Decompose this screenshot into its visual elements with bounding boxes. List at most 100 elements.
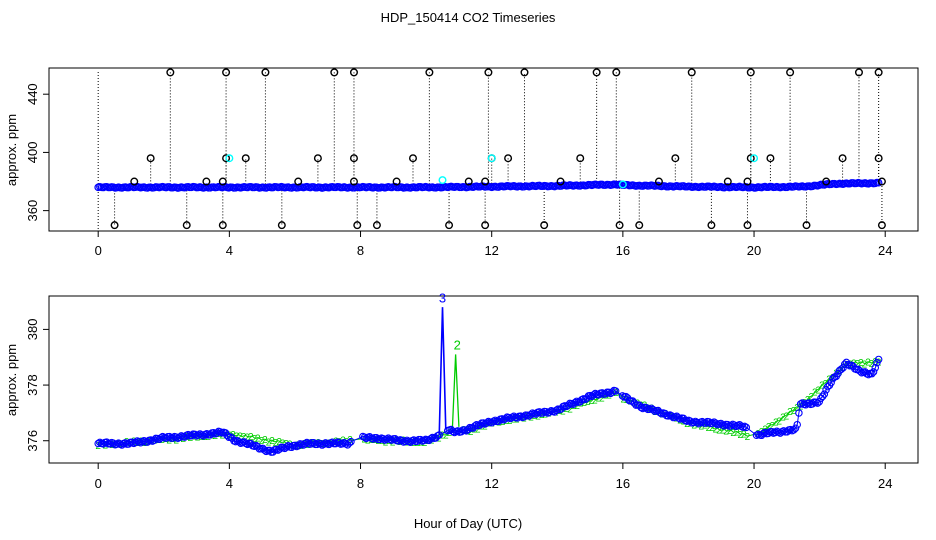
bottom-green-marker: 2: [244, 432, 250, 443]
bottom-green-marker: 2: [592, 396, 598, 407]
bottom-green-marker: 2: [780, 412, 786, 423]
bottom-green-marker: 2: [624, 395, 630, 406]
bottom-green-marker: 2: [808, 392, 814, 403]
top-mid-flag-point: [241, 154, 250, 163]
top-x-tick-label: 8: [357, 243, 364, 258]
top-mid-flag-point: [313, 154, 322, 163]
bottom-blue-marker: [705, 418, 713, 426]
top-high-flag-point: [349, 68, 358, 77]
bottom-green-marker: 2: [266, 437, 272, 448]
top-low-flag-point: [372, 221, 381, 230]
top-cyan-point: [618, 180, 627, 189]
bottom-blue-marker: [837, 365, 846, 373]
bottom-green-marker: 2: [858, 358, 864, 369]
bottom-green-marker: 2: [745, 432, 751, 443]
bottom-y-tick-label: 380: [25, 319, 40, 341]
top-mid-flag-point: [874, 154, 883, 163]
bottom-green-marker: 2: [738, 430, 744, 441]
top-y-axis-label: approx. ppm: [4, 114, 19, 186]
bottom-spike-label: 2: [454, 338, 461, 353]
bottom-green-marker: 2: [443, 431, 449, 442]
top-x-tick-label: 12: [484, 243, 498, 258]
bottom-green-marker: 2: [784, 411, 790, 422]
bottom-green-marker: 2: [812, 388, 818, 399]
bottom-green-marker: 2: [723, 427, 729, 438]
bottom-blue-spike: [438, 307, 447, 436]
bottom-x-tick-label: 24: [878, 476, 892, 491]
bottom-green-marker: 2: [276, 437, 282, 448]
bottom-blue-line: [97, 359, 880, 453]
top-mid-flag-point: [671, 154, 680, 163]
bottom-green-marker: 2: [628, 397, 634, 408]
bottom-green-marker: 2: [698, 421, 704, 432]
bottom-green-marker: 2: [769, 421, 775, 432]
top-x-tick-label: 20: [747, 243, 761, 258]
top-high-flag-point: [592, 68, 601, 77]
top-low-flag-point: [540, 221, 549, 230]
bottom-blue-marker: [601, 390, 610, 398]
bottom-blue-marker: [260, 446, 269, 454]
bottom-blue-marker: [791, 424, 800, 433]
bottom-blue-marker: [618, 392, 627, 400]
top-y-tick-label: 400: [25, 142, 40, 164]
bottom-blue-marker: [335, 438, 343, 447]
x-axis-label: Hour of Day (UTC): [414, 516, 522, 531]
top-mid-flag-point: [746, 154, 755, 163]
bottom-green-marker: 2: [855, 359, 861, 370]
top-high-flag-point: [166, 68, 175, 77]
top-low-flag-point: [445, 221, 454, 230]
top-low-flag-point: [635, 221, 644, 230]
bottom-green-marker: 2: [241, 432, 247, 443]
top-small-flag-point: [822, 177, 831, 186]
bottom-green-marker: 2: [869, 359, 875, 370]
top-high-flag-point: [874, 68, 883, 77]
bottom-blue-marker: [815, 398, 824, 406]
top-small-flag-point: [349, 177, 358, 186]
bottom-green-marker: 2: [766, 422, 772, 433]
bottom-green-marker: 2: [730, 428, 736, 439]
top-high-flag-point: [261, 68, 270, 77]
top-y-tick-label: 360: [25, 200, 40, 222]
top-mid-flag-point: [838, 154, 847, 163]
bottom-green-marker: 2: [259, 436, 265, 447]
bottom-green-marker: 2: [269, 436, 275, 447]
bottom-blue-marker: [571, 398, 579, 407]
bottom-green-marker: 2: [585, 397, 591, 408]
top-high-flag-point: [425, 68, 434, 77]
bottom-green-marker: 2: [262, 435, 268, 446]
bottom-blue-marker: [808, 400, 817, 408]
top-small-flag-point: [202, 177, 211, 186]
top-cyan-point: [750, 154, 759, 163]
bottom-blue-marker: [345, 439, 354, 447]
bottom-blue-marker: [820, 390, 829, 398]
bottom-blue-marker: [520, 413, 528, 421]
bottom-blue-marker: [426, 434, 435, 443]
top-mid-flag-point: [504, 154, 513, 163]
bottom-blue-marker: [491, 416, 499, 425]
bottom-x-axis: 0 4 8 12 16 20 24: [95, 463, 892, 491]
top-low-flag-point: [182, 221, 191, 230]
bottom-blue-marker: [818, 392, 827, 401]
bottom-green-marker: 2: [589, 396, 595, 407]
bottom-blue-marker: [347, 437, 355, 446]
bottom-green-marker: 2: [581, 398, 587, 409]
top-cyan-point: [487, 154, 496, 163]
bottom-x-tick-label: 16: [616, 476, 630, 491]
top-low-flag-point: [743, 221, 752, 230]
bottom-green-marker: 2: [532, 411, 538, 422]
bottom-blue-marker: [464, 425, 472, 434]
bottom-green-marker: 2: [716, 425, 722, 436]
bottom-blue-marker: [856, 367, 864, 375]
bottom-green-marker: 2: [872, 357, 878, 368]
bottom-blue-marker: [779, 427, 788, 435]
top-high-flag-point: [786, 68, 795, 77]
bottom-green-marker: 2: [603, 390, 609, 401]
top-mid-flag-point: [576, 154, 585, 163]
bottom-x-tick-label: 4: [226, 476, 233, 491]
top-small-flag-point: [654, 177, 663, 186]
bottom-green-marker: 2: [791, 406, 797, 417]
top-low-flag-point: [481, 221, 490, 230]
top-data-points: [94, 68, 886, 230]
bottom-blue-marker: [420, 436, 428, 445]
